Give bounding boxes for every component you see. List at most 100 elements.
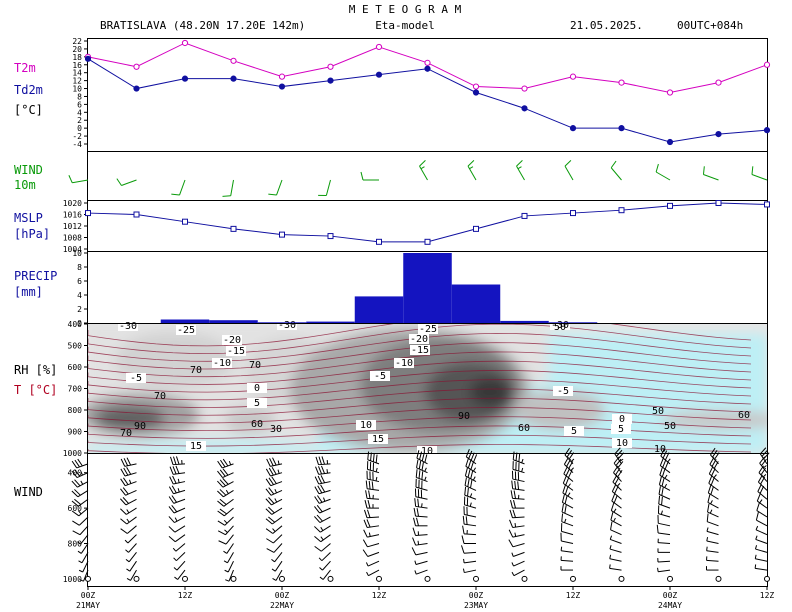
wind-profile-barb [414, 560, 428, 566]
wind-profile-barb [314, 514, 331, 524]
temp-contour-label-bg [176, 325, 196, 335]
barb-half [319, 567, 323, 571]
rh-contour-label: 70 [154, 391, 166, 402]
panel-frames [87, 38, 768, 587]
temp-contour-label-bg [222, 335, 242, 345]
barb-flag [610, 521, 613, 530]
barb-flag [120, 498, 127, 506]
mslp-point [764, 201, 770, 208]
temp-contour-label-text: -15 [411, 345, 429, 356]
barb-half [613, 508, 617, 513]
wind-profile-barb [265, 497, 283, 506]
temp-contour-label-bg [277, 320, 297, 330]
temp-ytick-label: 12 [72, 77, 82, 86]
barb-flag [612, 474, 618, 483]
barb-staff [513, 551, 525, 557]
rh-contour-label-text: 70 [120, 428, 132, 439]
barb-flag [424, 454, 428, 463]
barb-half [172, 547, 177, 552]
barb-half [124, 539, 129, 544]
barb-flag [416, 517, 419, 526]
temp-contour-label: 0 [612, 414, 632, 425]
barb-half [77, 550, 82, 554]
calm-wind-circle [715, 575, 722, 582]
barb-staff [366, 516, 380, 519]
barb-staff [467, 165, 477, 181]
rh-contour-label-text: 60 [738, 410, 750, 421]
temp-contour-label-text: -15 [227, 346, 245, 357]
barb-flag [561, 494, 565, 503]
mslp-point [376, 238, 382, 245]
temp-contour-label: 5 [564, 426, 584, 437]
barb-half [126, 509, 130, 514]
barb-flag [77, 458, 83, 467]
wind-profile-barb [77, 543, 89, 554]
t2m-point [181, 39, 189, 47]
barb-half [754, 554, 757, 559]
precip-bar [257, 322, 307, 323]
wind-profile-barb [362, 549, 380, 557]
wind-profile-barb [78, 560, 89, 573]
barb-half [667, 458, 671, 463]
barb-flag [222, 458, 229, 467]
wind-profile-barb [706, 546, 719, 553]
wind-profile-barb [218, 534, 234, 545]
temp-contour-label: 10 [356, 420, 376, 431]
barb-flag [464, 486, 467, 496]
model-name: Eta-model [375, 19, 435, 32]
rh-ytick-label: 700 [68, 385, 83, 394]
precip-bar [354, 296, 404, 323]
barb-flag [611, 493, 616, 502]
wind-profile-barb [657, 567, 671, 573]
wind-profile-barb [707, 494, 719, 509]
barb-flag [760, 476, 766, 485]
temp-contour-label-bg [394, 358, 414, 368]
barb-flag [655, 163, 659, 173]
barb-flag [217, 470, 223, 478]
barb-flag [175, 465, 180, 474]
barb-half [272, 528, 276, 532]
precip-label: PRECIP [14, 269, 57, 283]
wind-profile-barb [561, 494, 574, 509]
station-name: BRATISLAVA (48.20N 17.20E 142m) [100, 19, 305, 32]
calm-wind-circle [424, 575, 431, 582]
wind-profile-barb [509, 509, 525, 519]
barb-staff [755, 538, 768, 544]
barb-staff [225, 534, 234, 545]
temp-contour-label-text: 5 [571, 426, 577, 437]
wind-profile-barb [124, 534, 137, 544]
mslp-point [715, 200, 722, 206]
barb-flag [220, 459, 226, 468]
wind-profile-barb [657, 515, 671, 527]
barb-flag [615, 467, 621, 476]
rh-ytick-label: 900 [68, 428, 83, 437]
barb-staff [320, 525, 331, 533]
calm-wind-circle [279, 575, 285, 582]
barb-staff [464, 560, 477, 564]
wind-profile-barb [659, 467, 671, 482]
temperature-isoline [88, 388, 752, 408]
wind-profile-barb [225, 569, 234, 582]
barb-flag [758, 465, 764, 473]
barb-half [463, 558, 465, 563]
barb-flag [168, 486, 174, 494]
barb-staff [706, 550, 719, 553]
temp-contour-label: -25 [418, 324, 438, 335]
wind-profile-barb [461, 545, 477, 554]
barb-flag [268, 497, 275, 504]
temp-contour-label: 0 [247, 383, 267, 394]
rh-t-labels: -30 -25-20-15-10-5051015-25-20-15-10-5510… [118, 320, 750, 457]
temp-contour-label-text: -5 [130, 373, 142, 384]
barb-half [424, 467, 427, 472]
temp-contour-label: 10 [612, 438, 632, 449]
barb-staff [707, 521, 719, 527]
barb-staff [177, 569, 186, 580]
wind-profile-barb [77, 534, 89, 545]
barb-staff [367, 525, 380, 528]
barb-flag [661, 478, 665, 487]
wind-profile-barb [168, 495, 186, 504]
barb-staff [127, 534, 137, 544]
barb-half [514, 523, 517, 528]
barb-flag [314, 526, 321, 533]
rh-ytick-label: 600 [68, 363, 83, 372]
